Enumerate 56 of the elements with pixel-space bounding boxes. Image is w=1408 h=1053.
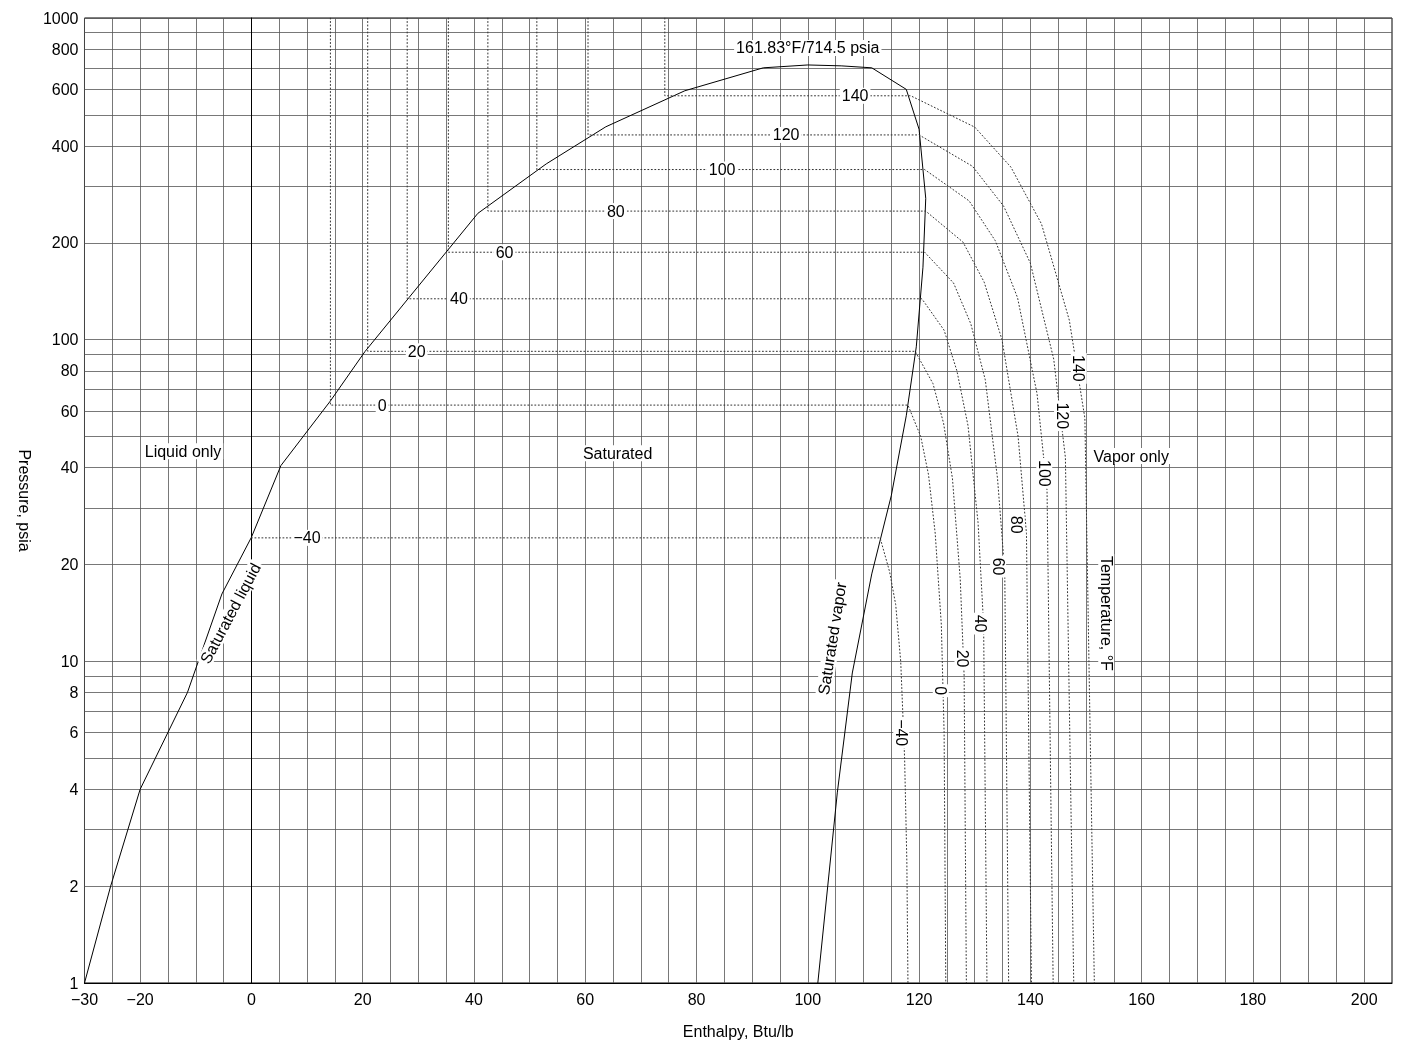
x-tick-label: 40: [465, 990, 483, 1008]
annotation: 120: [772, 126, 800, 144]
annotation: 140: [841, 87, 869, 105]
x-tick-label: 120: [905, 990, 933, 1008]
y-tick-label: 40: [60, 459, 79, 477]
annotation: 60: [989, 557, 1007, 576]
annotation: 80: [606, 202, 625, 220]
x-axis-title: Enthalpy, Btu/lb: [682, 1022, 794, 1040]
y-tick-label: 6: [69, 724, 79, 742]
annotation: 0: [377, 396, 387, 414]
line-series: [664, 17, 1095, 984]
annotation: 20: [953, 649, 971, 668]
x-tick-label: 180: [1239, 990, 1267, 1008]
y-tick-label: 1000: [42, 9, 79, 27]
annotation: −40: [892, 719, 910, 747]
annotation: −40: [293, 529, 321, 547]
y-tick-label: 1: [69, 974, 79, 992]
x-tick-label: 160: [1128, 990, 1156, 1008]
annotation: 40: [450, 290, 468, 308]
annotation: 60: [495, 243, 514, 261]
y-tick-label: 60: [60, 402, 79, 420]
annotation: 80: [1007, 515, 1025, 534]
x-tick-label: 200: [1350, 990, 1378, 1008]
annotation: 100: [1035, 460, 1053, 487]
y-tick-label: 8: [69, 684, 79, 702]
y-tick-label: 20: [60, 556, 79, 573]
x-tick-label: 80: [687, 990, 706, 1008]
annotation: 40: [971, 614, 989, 633]
x-tick-label: −20: [126, 990, 154, 1008]
y-tick-label: 10: [60, 652, 79, 670]
x-tick-label: 0: [246, 990, 256, 1008]
y-tick-label: 100: [51, 331, 79, 349]
annotation: 140: [1070, 355, 1088, 382]
annotation: Vapor only: [1093, 447, 1169, 465]
y-tick-label: 800: [51, 40, 79, 58]
annotation: Liquid only: [144, 442, 222, 460]
x-tick-label: 60: [576, 990, 595, 1008]
y-tick-label: 600: [51, 80, 79, 98]
x-tick-label: −30: [70, 990, 99, 1008]
annotation: Saturated vapor: [815, 580, 850, 697]
annotation: 0: [932, 686, 950, 696]
annotation: 120: [1053, 402, 1071, 430]
x-tick-label: 140: [1017, 990, 1044, 1008]
y-tick-label: 200: [51, 234, 79, 252]
annotation: 100: [708, 161, 736, 179]
annotation: Saturated: [582, 444, 653, 462]
annotation: Temperature, °F: [1097, 555, 1115, 672]
annotation: 20: [407, 342, 426, 360]
y-tick-label: 2: [69, 877, 79, 895]
x-tick-label: 100: [794, 990, 822, 1008]
x-tick-label: 20: [353, 990, 372, 1008]
y-tick-label: 80: [60, 362, 79, 380]
y-axis-title: Pressure, psia: [15, 449, 33, 552]
y-tick-label: 4: [69, 780, 79, 798]
annotation: 161.83°F/714.5 psia: [736, 39, 880, 57]
y-tick-label: 400: [51, 137, 79, 155]
